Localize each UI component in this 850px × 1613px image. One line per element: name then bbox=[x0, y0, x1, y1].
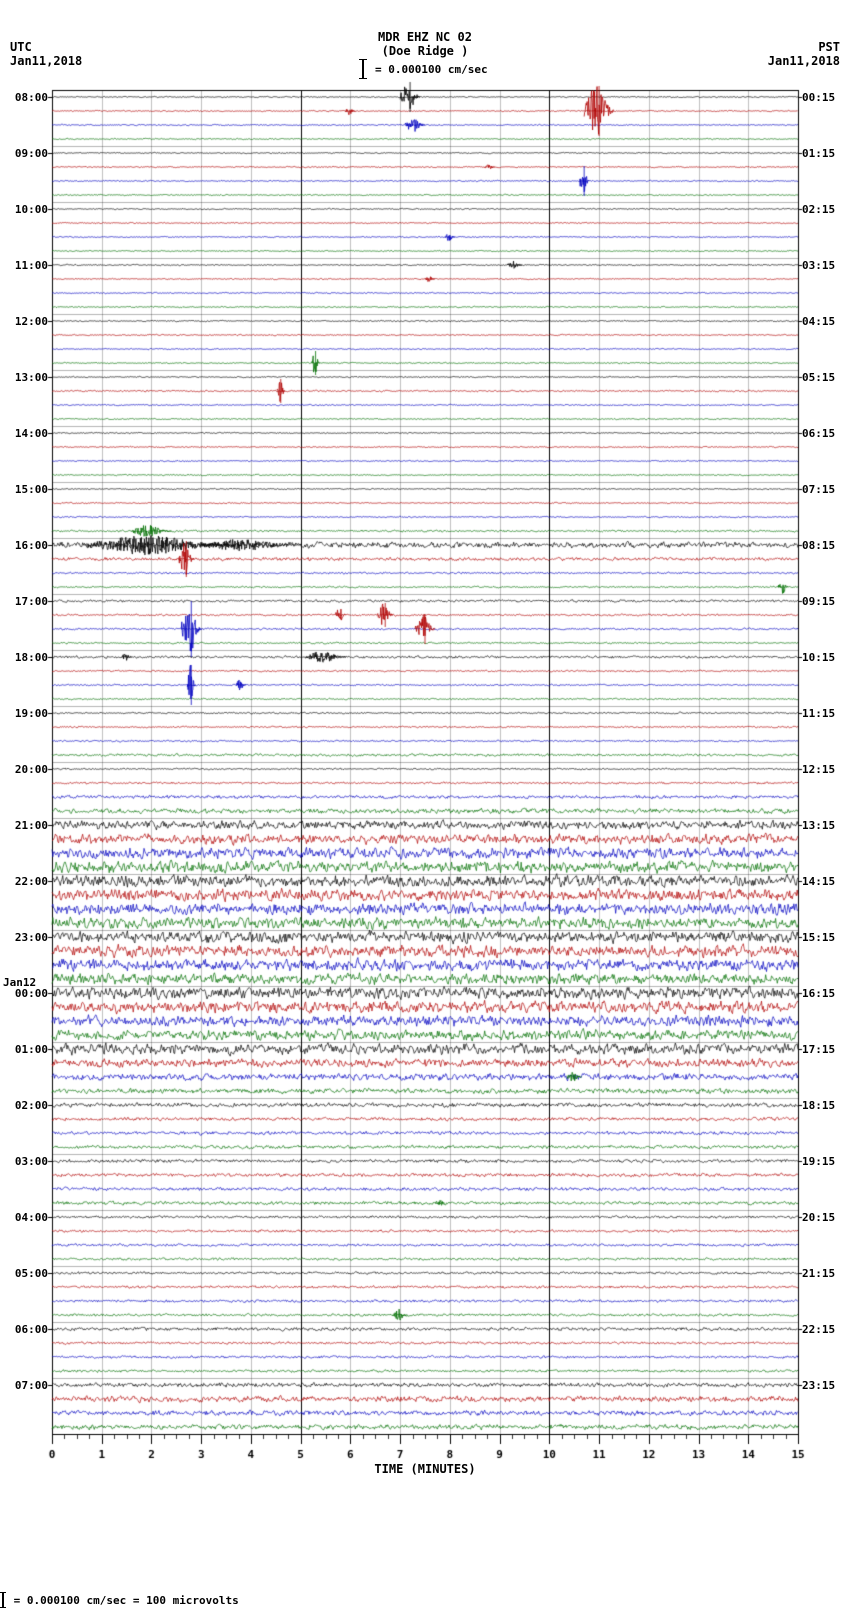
utc-time-label: 06:00 bbox=[8, 1323, 48, 1336]
utc-time-label: 17:00 bbox=[8, 595, 48, 608]
footer-calibration-text: = 0.000100 cm/sec = 100 microvolts bbox=[14, 1594, 239, 1607]
utc-time-label: 12:00 bbox=[8, 315, 48, 328]
pst-time-label: 13:15 bbox=[802, 819, 842, 832]
pst-time-label: 10:15 bbox=[802, 651, 842, 664]
footer-calibration: = 0.000100 cm/sec = 100 microvolts bbox=[2, 1593, 239, 1607]
utc-time-label: 13:00 bbox=[8, 371, 48, 384]
pst-time-label: 19:15 bbox=[802, 1155, 842, 1168]
pst-time-label: 03:15 bbox=[802, 259, 842, 272]
pst-time-label: 00:15 bbox=[802, 91, 842, 104]
utc-time-label: 04:00 bbox=[8, 1211, 48, 1224]
pst-time-label: 04:15 bbox=[802, 315, 842, 328]
pst-time-label: 18:15 bbox=[802, 1099, 842, 1112]
pst-time-label: 23:15 bbox=[802, 1379, 842, 1392]
xaxis-label: TIME (MINUTES) bbox=[0, 1462, 850, 1476]
utc-time-label: 08:00 bbox=[8, 91, 48, 104]
pst-time-label: 11:15 bbox=[802, 707, 842, 720]
utc-time-label: 21:00 bbox=[8, 819, 48, 832]
date-change-label: Jan12 bbox=[3, 976, 36, 989]
utc-time-label: 22:00 bbox=[8, 875, 48, 888]
seismogram-canvas bbox=[0, 0, 850, 1613]
pst-time-label: 12:15 bbox=[802, 763, 842, 776]
utc-time-label: 07:00 bbox=[8, 1379, 48, 1392]
pst-time-label: 07:15 bbox=[802, 483, 842, 496]
utc-time-label: 16:00 bbox=[8, 539, 48, 552]
pst-time-label: 16:15 bbox=[802, 987, 842, 1000]
pst-time-label: 06:15 bbox=[802, 427, 842, 440]
pst-time-label: 14:15 bbox=[802, 875, 842, 888]
utc-time-label: 02:00 bbox=[8, 1099, 48, 1112]
pst-time-label: 22:15 bbox=[802, 1323, 842, 1336]
utc-time-label: 10:00 bbox=[8, 203, 48, 216]
pst-time-label: 20:15 bbox=[802, 1211, 842, 1224]
pst-time-label: 08:15 bbox=[802, 539, 842, 552]
pst-time-label: 09:15 bbox=[802, 595, 842, 608]
utc-time-label: 23:00 bbox=[8, 931, 48, 944]
utc-time-label: 11:00 bbox=[8, 259, 48, 272]
pst-time-label: 05:15 bbox=[802, 371, 842, 384]
pst-time-label: 02:15 bbox=[802, 203, 842, 216]
utc-time-label: 09:00 bbox=[8, 147, 48, 160]
utc-time-label: 14:00 bbox=[8, 427, 48, 440]
utc-time-label: 03:00 bbox=[8, 1155, 48, 1168]
pst-time-label: 01:15 bbox=[802, 147, 842, 160]
pst-time-label: 17:15 bbox=[802, 1043, 842, 1056]
utc-time-label: 01:00 bbox=[8, 1043, 48, 1056]
pst-time-label: 15:15 bbox=[802, 931, 842, 944]
utc-time-label: 05:00 bbox=[8, 1267, 48, 1280]
utc-time-label: 20:00 bbox=[8, 763, 48, 776]
utc-time-label: 15:00 bbox=[8, 483, 48, 496]
utc-time-label: 19:00 bbox=[8, 707, 48, 720]
pst-time-label: 21:15 bbox=[802, 1267, 842, 1280]
utc-time-label: 18:00 bbox=[8, 651, 48, 664]
